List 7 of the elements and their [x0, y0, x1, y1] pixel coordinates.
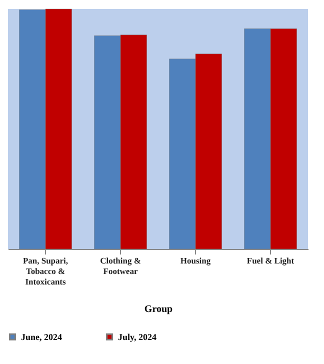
- legend-label: July, 2024: [118, 332, 158, 342]
- x-tick-label: Fuel & Light: [246, 256, 294, 266]
- x-tick-label: Clothing & Footwear: [100, 256, 141, 276]
- x-tick-label: Pan, Supari, Tobacco & Intoxicants: [22, 256, 68, 286]
- x-tick-label: Housing: [180, 256, 212, 266]
- legend-label: June, 2024: [21, 332, 63, 342]
- x-axis-title: Group: [144, 304, 174, 315]
